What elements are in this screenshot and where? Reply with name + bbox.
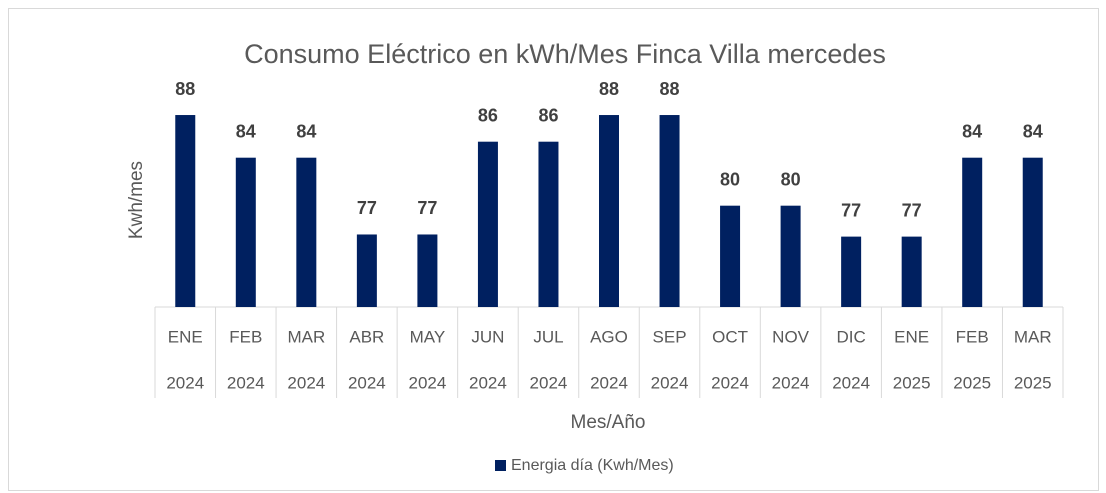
bar xyxy=(780,205,801,307)
bar xyxy=(417,234,438,307)
data-label: 88 xyxy=(175,79,195,99)
data-label: 80 xyxy=(720,169,740,189)
data-label: 84 xyxy=(236,121,256,141)
data-label: 88 xyxy=(660,79,680,99)
data-label: 88 xyxy=(599,79,619,99)
bar xyxy=(296,157,317,307)
x-tick-label: JUL xyxy=(533,327,563,346)
data-label: 86 xyxy=(538,105,558,125)
data-label: 77 xyxy=(357,198,377,218)
data-label: 77 xyxy=(841,200,861,220)
x-tick-year: 2024 xyxy=(711,373,749,392)
x-tick-label: DIC xyxy=(836,327,865,346)
legend-swatch xyxy=(495,460,506,471)
x-tick-label: FEB xyxy=(956,327,989,346)
bar xyxy=(356,234,377,307)
bar xyxy=(599,115,619,307)
x-tick-label: MAR xyxy=(287,327,325,346)
x-tick-label: SEP xyxy=(653,327,687,346)
x-tick-year: 2024 xyxy=(832,373,870,392)
x-tick-year: 2024 xyxy=(227,373,265,392)
data-label: 84 xyxy=(1023,121,1043,141)
x-tick-label: ENE xyxy=(894,327,929,346)
x-tick-year: 2024 xyxy=(530,373,568,392)
data-label: 80 xyxy=(781,169,801,189)
x-tick-label: NOV xyxy=(772,327,810,346)
x-tick-year: 2024 xyxy=(469,373,507,392)
x-axis-title: Mes/Año xyxy=(571,412,646,433)
bar xyxy=(175,115,196,307)
x-tick-year: 2024 xyxy=(348,373,386,392)
bar xyxy=(477,141,498,307)
x-tick-label: FEB xyxy=(229,327,262,346)
data-label: 77 xyxy=(902,200,922,220)
bar xyxy=(962,157,983,307)
x-tick-year: 2025 xyxy=(1014,373,1052,392)
bar xyxy=(659,115,680,307)
legend-label: Energia día (Kwh/Mes) xyxy=(511,457,674,474)
x-tick-label: ABR xyxy=(349,327,384,346)
x-tick-year: 2024 xyxy=(772,373,810,392)
y-axis-title: Kwh/mes xyxy=(126,161,147,239)
x-tick-year: 2024 xyxy=(287,373,325,392)
bar xyxy=(901,236,922,307)
x-tick-year: 2024 xyxy=(590,373,628,392)
bar xyxy=(235,157,256,307)
bar xyxy=(841,236,862,307)
x-tick-year: 2025 xyxy=(893,373,931,392)
x-tick-label: ENE xyxy=(168,327,203,346)
x-tick-label: AGO xyxy=(590,327,628,346)
x-tick-year: 2024 xyxy=(166,373,204,392)
x-tick-label: MAY xyxy=(410,327,446,346)
x-tick-label: MAR xyxy=(1014,327,1052,346)
x-tick-label: JUN xyxy=(471,327,504,346)
chart-title: Consumo Eléctrico en kWh/Mes Finca Villa… xyxy=(244,39,886,69)
x-tick-year: 2024 xyxy=(651,373,689,392)
x-tick-year: 2024 xyxy=(408,373,446,392)
x-tick-year: 2025 xyxy=(953,373,991,392)
bar xyxy=(1022,157,1043,307)
x-tick-label: OCT xyxy=(712,327,748,346)
data-label: 86 xyxy=(478,105,498,125)
data-label: 77 xyxy=(417,198,437,218)
data-label: 84 xyxy=(962,121,982,141)
data-label: 84 xyxy=(296,121,316,141)
bar xyxy=(538,141,559,307)
bar xyxy=(720,205,741,307)
